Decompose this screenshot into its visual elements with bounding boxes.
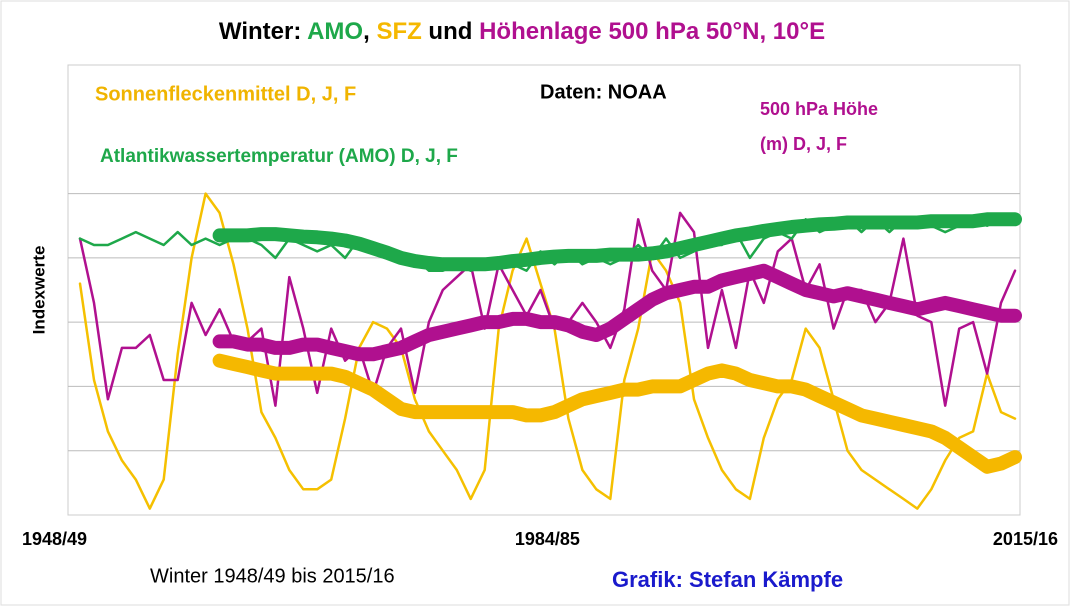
title-part: , (363, 18, 376, 45)
x-tick-label: 2015/16 (993, 529, 1058, 549)
annotation: Sonnenfleckenmittel D, J, F (95, 83, 356, 105)
title-part: Winter: (219, 18, 307, 45)
x-axis-label: Winter 1948/49 bis 2015/16 (150, 565, 395, 587)
title-part: SFZ (376, 18, 421, 45)
annotation: 500 hPa Höhe (760, 99, 878, 119)
series-line (212, 263, 1022, 362)
annotation: (m) D, J, F (760, 134, 847, 154)
credit: Grafik: Stefan Kämpfe (612, 567, 843, 592)
annotation: Daten: NOAA (540, 81, 667, 103)
series-line (212, 212, 1022, 272)
title-part: AMO (307, 18, 363, 45)
x-tick-label: 1984/85 (515, 529, 580, 549)
title-part: und (422, 18, 479, 45)
x-tick-label: 1948/49 (22, 529, 87, 549)
chart-title: Winter: AMO, SFZ und Höhenlage 500 hPa 5… (219, 18, 825, 45)
title-part: Höhenlage 500 hPa 50°N, 10°E (479, 18, 825, 45)
annotation: Atlantikwassertemperatur (AMO) D, J, F (100, 146, 458, 167)
series-line (212, 353, 1022, 474)
plot-area (67, 64, 1021, 516)
y-axis-label: Indexwerte (29, 246, 48, 335)
